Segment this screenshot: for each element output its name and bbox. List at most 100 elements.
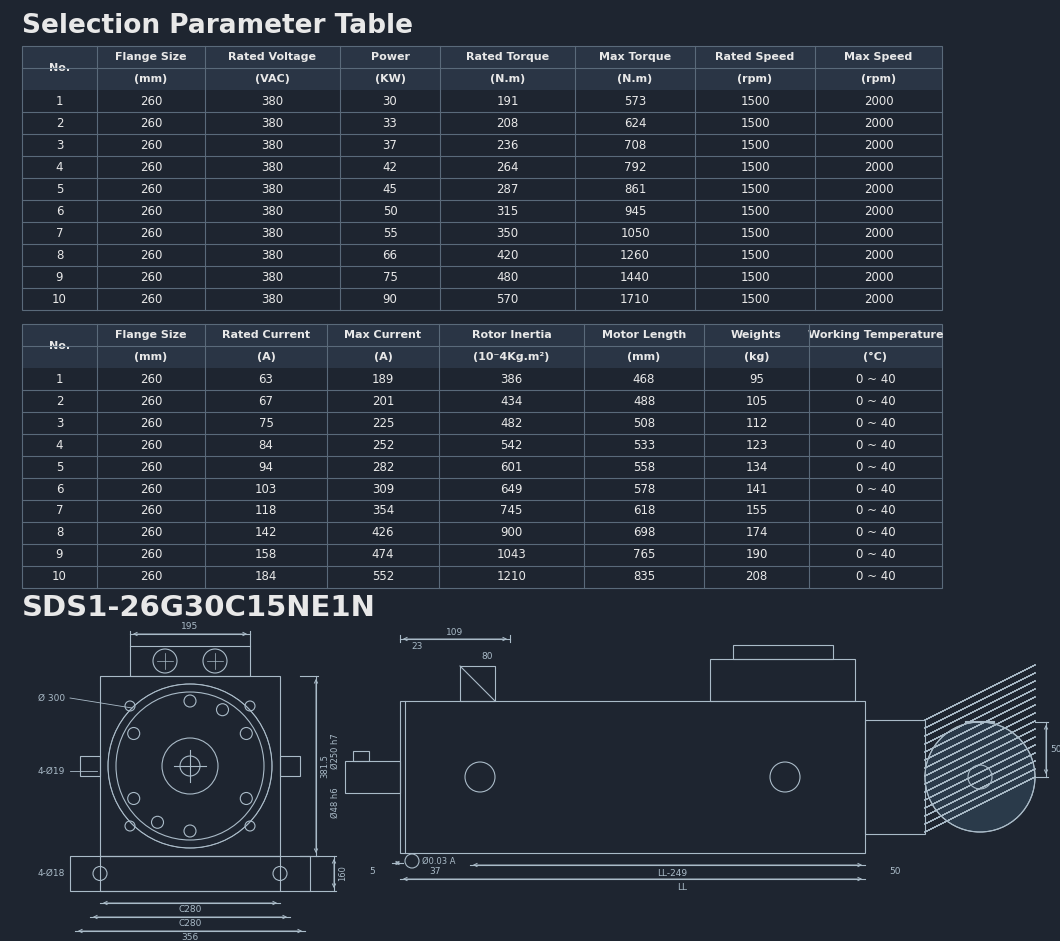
Text: 354: 354	[372, 504, 394, 518]
Text: 1500: 1500	[740, 94, 770, 107]
Text: Max Speed: Max Speed	[845, 52, 913, 62]
Text: 174: 174	[745, 527, 767, 539]
Text: 45: 45	[383, 183, 398, 196]
Text: 33: 33	[383, 117, 398, 130]
Text: Power: Power	[371, 52, 409, 62]
Text: 260: 260	[140, 94, 162, 107]
Text: 160: 160	[338, 866, 347, 882]
Text: 103: 103	[254, 483, 277, 496]
Text: 2000: 2000	[864, 227, 894, 240]
Text: 533: 533	[633, 439, 655, 452]
Text: 4-Ø18: 4-Ø18	[37, 869, 65, 878]
Text: 208: 208	[496, 117, 518, 130]
Text: 380: 380	[262, 293, 284, 306]
Text: 426: 426	[372, 527, 394, 539]
Text: 380: 380	[262, 117, 284, 130]
Text: Flange Size: Flange Size	[116, 52, 187, 62]
Text: 1500: 1500	[740, 183, 770, 196]
Text: 1500: 1500	[740, 293, 770, 306]
Text: Rated Voltage: Rated Voltage	[229, 52, 317, 62]
Text: 37: 37	[429, 867, 441, 876]
Bar	[22, 324, 942, 368]
Text: 488: 488	[633, 394, 655, 407]
Text: 37: 37	[383, 138, 398, 152]
Text: 282: 282	[372, 460, 394, 473]
Text: 2000: 2000	[864, 117, 894, 130]
Text: 50.5: 50.5	[1050, 745, 1060, 754]
Text: 0 ~ 40: 0 ~ 40	[855, 417, 896, 429]
Bar	[80, 756, 100, 776]
Text: 260: 260	[140, 549, 162, 562]
Text: 0 ~ 40: 0 ~ 40	[855, 504, 896, 518]
Text: 474: 474	[372, 549, 394, 562]
Text: Rated Speed: Rated Speed	[716, 52, 795, 62]
Text: Flange Size: Flange Size	[116, 330, 187, 340]
Text: 67: 67	[259, 394, 273, 407]
Text: 380: 380	[262, 227, 284, 240]
Text: 2000: 2000	[864, 204, 894, 217]
Text: 315: 315	[496, 204, 518, 217]
Text: 260: 260	[140, 439, 162, 452]
Text: 4-Ø19: 4-Ø19	[37, 767, 65, 775]
Bar	[353, 751, 369, 761]
Text: 649: 649	[500, 483, 523, 496]
Text: 381.5: 381.5	[320, 754, 329, 778]
Text: No.: No.	[49, 341, 70, 351]
Text: 0 ~ 40: 0 ~ 40	[855, 394, 896, 407]
Text: (KW): (KW)	[374, 74, 406, 84]
Text: 264: 264	[496, 161, 518, 173]
Bar	[70, 856, 310, 891]
Text: 945: 945	[624, 204, 647, 217]
Text: 4: 4	[56, 439, 64, 452]
Text: 1: 1	[56, 373, 64, 386]
Text: 861: 861	[624, 183, 647, 196]
Text: 6: 6	[56, 204, 64, 217]
Text: 1210: 1210	[496, 570, 527, 583]
Text: 50: 50	[889, 867, 901, 876]
Text: (rpm): (rpm)	[861, 74, 896, 84]
Text: 3: 3	[56, 417, 64, 429]
Text: 1500: 1500	[740, 161, 770, 173]
Text: 75: 75	[259, 417, 273, 429]
Text: 260: 260	[140, 270, 162, 283]
Text: 10: 10	[52, 293, 67, 306]
Text: 0 ~ 40: 0 ~ 40	[855, 460, 896, 473]
Text: 0 ~ 40: 0 ~ 40	[855, 439, 896, 452]
Text: LL-249: LL-249	[657, 869, 688, 878]
Bar	[22, 46, 942, 310]
Text: LL: LL	[677, 883, 688, 892]
Text: 468: 468	[633, 373, 655, 386]
Text: 2000: 2000	[864, 161, 894, 173]
Text: 191: 191	[496, 94, 518, 107]
Text: 618: 618	[633, 504, 655, 518]
Text: Rated Torque: Rated Torque	[466, 52, 549, 62]
Text: (VAC): (VAC)	[255, 74, 290, 84]
Text: 80: 80	[481, 652, 493, 661]
Text: 23: 23	[411, 642, 423, 651]
Text: 356: 356	[181, 933, 198, 941]
Text: 260: 260	[140, 460, 162, 473]
Text: 1500: 1500	[740, 117, 770, 130]
Text: 236: 236	[496, 138, 518, 152]
Text: 380: 380	[262, 204, 284, 217]
Text: 1500: 1500	[740, 204, 770, 217]
Text: (N.m): (N.m)	[490, 74, 525, 84]
Text: 2: 2	[56, 394, 64, 407]
Text: 0 ~ 40: 0 ~ 40	[855, 373, 896, 386]
Text: 1260: 1260	[620, 248, 650, 262]
Text: 2000: 2000	[864, 248, 894, 262]
Text: 542: 542	[500, 439, 523, 452]
Bar	[22, 324, 942, 588]
Text: (mm): (mm)	[135, 74, 167, 84]
Text: 90: 90	[383, 293, 398, 306]
Text: (mm): (mm)	[135, 352, 167, 362]
Circle shape	[925, 722, 1035, 832]
Text: 0 ~ 40: 0 ~ 40	[855, 483, 896, 496]
Text: (kg): (kg)	[744, 352, 770, 362]
Text: 2000: 2000	[864, 293, 894, 306]
Text: 1: 1	[56, 94, 64, 107]
Text: 624: 624	[623, 117, 647, 130]
Text: 482: 482	[500, 417, 523, 429]
Text: (rpm): (rpm)	[738, 74, 773, 84]
Text: 260: 260	[140, 570, 162, 583]
